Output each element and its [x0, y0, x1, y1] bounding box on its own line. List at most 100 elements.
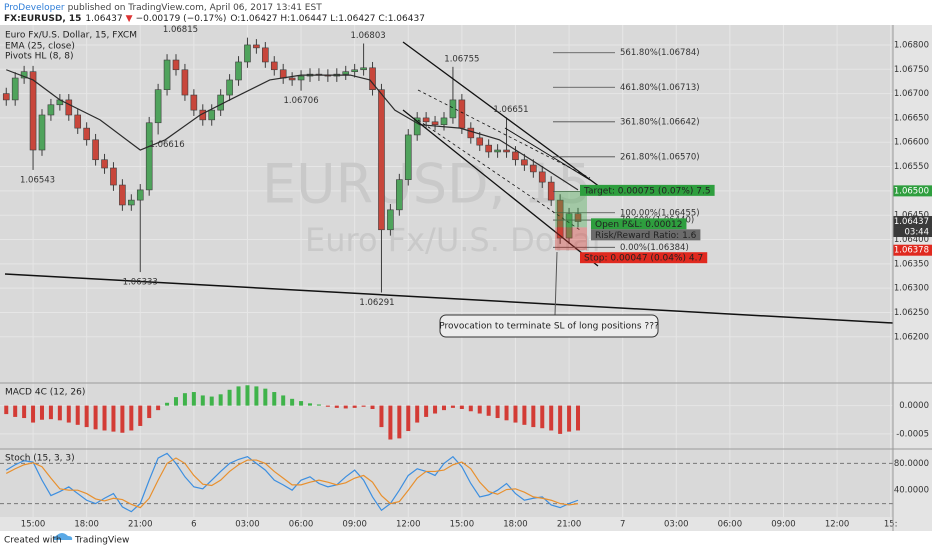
macd-bar [486, 405, 491, 416]
x-tick-label: 06:00 [289, 520, 314, 530]
macd-bar [388, 405, 393, 440]
watermark-name: Euro Fx/U.S. Dollar [305, 221, 606, 259]
x-tick-label: 12:00 [825, 520, 850, 530]
candle-body [467, 127, 475, 139]
candle-body [288, 77, 296, 81]
macd-bar [200, 395, 205, 406]
brand-logo [53, 533, 73, 540]
macd-bar [182, 393, 187, 406]
x-tick-label: 15:00 [21, 520, 46, 530]
candle-body [431, 121, 439, 126]
x-tick-label: 6 [191, 520, 196, 530]
macd-bar [138, 405, 143, 426]
created-with: Created with [4, 536, 62, 546]
target-label-box [580, 184, 715, 196]
candle-body [226, 79, 233, 96]
y-tick-label: 1.06750 [894, 65, 929, 75]
macd-bar [567, 405, 572, 432]
macd-bar [156, 405, 161, 411]
pivot-label: 1.06651 [493, 105, 528, 115]
macd-bar [129, 405, 134, 431]
macd-bar [39, 405, 44, 420]
pivots-legend: Pivots HL (8, 8) [5, 52, 73, 62]
macd-bar [433, 405, 438, 414]
candle-body [190, 94, 198, 111]
macd-bar [450, 405, 455, 408]
macd-bar [441, 405, 446, 411]
callout-text: Provocation to terminate SL of long posi… [439, 322, 659, 332]
pivot-label: 1.06543 [20, 175, 55, 185]
brand[interactable]: TradingView [74, 536, 129, 546]
macd-bar [147, 405, 152, 419]
macd-bar [13, 405, 18, 417]
fib-label: 561.80%(1.06784) [620, 48, 700, 58]
channel-dash[interactable] [417, 89, 591, 179]
x-tick-label: 03:00 [235, 520, 260, 530]
last-price: 1.06437 [85, 14, 122, 24]
macd-bar [361, 405, 366, 407]
macd-bar [397, 405, 402, 439]
open-pl-label-box [591, 218, 687, 230]
macd-bar [48, 405, 53, 420]
macd-bar [22, 405, 27, 419]
price-badge-label: 1.06378 [894, 246, 929, 256]
candle-body [74, 114, 82, 129]
callout-box[interactable] [439, 314, 659, 338]
x-tick-label: 15:00 [450, 520, 475, 530]
author[interactable]: ProDeveloper [4, 3, 65, 13]
candle-body [128, 199, 135, 206]
macd-bar [272, 392, 277, 406]
y-tick-label: 1.06450 [894, 211, 929, 221]
candle-body [136, 189, 144, 201]
macd-bar [522, 405, 527, 425]
fib-label: 361.80%(1.06642) [620, 117, 700, 127]
candle-body [83, 127, 90, 141]
pivot-label: 1.06815 [163, 25, 198, 35]
y-tick-label: 1.06400 [894, 235, 929, 245]
y-tick-label: 0.0000 [899, 401, 929, 411]
pivot-label: 1.06803 [350, 31, 385, 41]
x-tick-label: 06:00 [718, 520, 743, 530]
x-tick-label: 12:00 [396, 520, 421, 530]
header-line-2: FX:EURUSD, 15 1.06437 ▼ −0.00179 (−0.17%) O:… [4, 14, 425, 24]
channel-line[interactable] [402, 41, 601, 188]
candle-body [163, 59, 171, 90]
candle-body [556, 199, 564, 239]
macd-bar [352, 405, 357, 408]
candle-body [29, 71, 37, 151]
macd-bar [370, 405, 375, 409]
x-tick-label: 03:00 [664, 520, 689, 530]
macd-bar [165, 402, 170, 406]
ohlc: O:1.06427 H:1.06447 L:1.06427 C:1.06437 [230, 14, 425, 24]
marks [2, 37, 582, 513]
candle-body [11, 77, 19, 101]
chart-bg [0, 25, 893, 517]
countdown-badge [893, 227, 932, 238]
y-tick-label: 1.06650 [894, 113, 929, 123]
channel-dash[interactable] [417, 119, 581, 231]
main-legend: Euro Fx/U.S. Dollar, 15, FXCM [5, 31, 137, 41]
y-tick-label: 1.06300 [894, 284, 929, 294]
candle-body [47, 104, 55, 116]
price-badge-label: 1.06437 [894, 217, 929, 227]
candle-body [253, 44, 260, 49]
macd-bar [66, 405, 71, 423]
channel-line[interactable] [504, 127, 591, 181]
pivot-label: 1.06706 [283, 96, 318, 106]
channel-line[interactable] [402, 109, 599, 267]
macd-bar [102, 405, 107, 431]
change-arrow: ▼ [126, 14, 133, 24]
stop-label-box [580, 252, 708, 264]
candle-body [458, 99, 466, 129]
macd-bar [343, 405, 348, 409]
macd-bar [504, 405, 509, 421]
fib-label: 0.00%(1.06384) [620, 243, 689, 253]
y-tick-label: 1.06800 [894, 40, 929, 50]
macd-bar [325, 405, 330, 407]
candle-body [565, 213, 573, 239]
trend-line[interactable] [4, 273, 894, 324]
macd-bar [459, 405, 464, 409]
candle-body [65, 99, 73, 116]
macd-bar [316, 404, 321, 406]
candle-body [92, 139, 99, 161]
